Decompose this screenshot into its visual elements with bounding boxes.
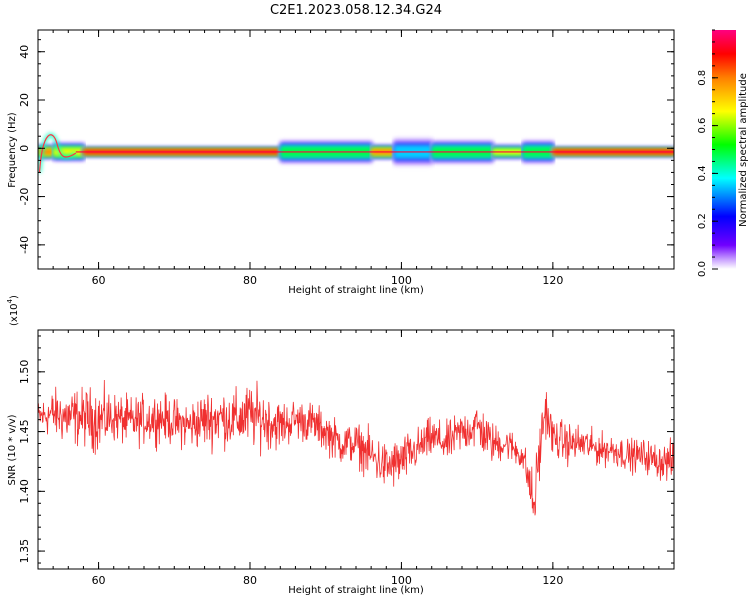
spectrogram-x-tick-label: 100 <box>391 274 412 287</box>
snr-y-tick-label: 1.35 <box>18 539 31 564</box>
spectrogram-x-tick-label: 120 <box>542 274 563 287</box>
spectrum-band-segment-0-layer-6 <box>38 149 55 155</box>
snr-multiplier-base: (x10 <box>9 303 20 326</box>
colorbar-ticks: 0.0 0.2 0.4 0.6 0.8 <box>697 29 718 277</box>
snr-y-ticks: 1.35 1.40 1.45 1.50 <box>18 335 674 564</box>
colorbar-tick-label: 0.6 <box>697 118 708 134</box>
colorbar-tick-label: 0.2 <box>697 213 708 229</box>
snr-x-tick-label: 80 <box>243 574 257 587</box>
colorbar-tick-label: 0.8 <box>697 70 708 86</box>
snr-y-tick-label: 1.45 <box>18 419 31 444</box>
colorbar-gradient <box>712 30 736 269</box>
snr-x-tick-label: 120 <box>542 574 563 587</box>
snr-y-tick-label: 1.50 <box>18 360 31 385</box>
spectrogram-y-tick-label: 0 <box>18 145 31 152</box>
colorbar: 0.0 0.2 0.4 0.6 0.8 Normalized spectral ampl… <box>697 29 749 277</box>
snr-x-ticks: 60 80 100 120 <box>37 330 675 587</box>
snr-y-axis-label: SNR (10 * v/v) <box>7 414 18 485</box>
snr-plot-area <box>38 380 674 516</box>
snr-multiplier-exponent: 4 <box>6 298 14 303</box>
colorbar-tick-label: 0.4 <box>697 165 708 181</box>
spectrogram-x-tick-label: 60 <box>92 274 106 287</box>
spectrogram-panel: 60 80 100 120 -40 -20 0 20 40 Height of straigh… <box>7 29 675 296</box>
snr-y-multiplier: (x104) <box>6 295 20 326</box>
spectrogram-y-tick-label: -40 <box>18 236 31 254</box>
snr-multiplier-close: ) <box>9 295 20 299</box>
spectrogram-x-ticks: 60 80 100 120 <box>37 30 675 287</box>
snr-y-tick-label: 1.40 <box>18 479 31 504</box>
spectrogram-x-axis-label: Height of straight line (km) <box>288 285 424 296</box>
spectrogram-y-axis-label: Frequency (Hz) <box>7 112 18 188</box>
spectrogram-y-tick-label: 20 <box>18 93 31 107</box>
colorbar-label: Normalized spectral amplitude <box>738 73 749 227</box>
spectrum-transient-core <box>38 134 77 173</box>
spectrogram-y-ticks: -40 -20 0 20 40 <box>18 39 674 270</box>
snr-panel: 60 80 100 120 1.35 1.40 1.45 1.50 Height of st… <box>6 295 675 596</box>
svg-text:(x104): (x104) <box>6 295 20 326</box>
spectrum-band-segment-1-layer-5 <box>53 147 85 156</box>
snr-x-tick-label: 60 <box>92 574 106 587</box>
snr-series-line <box>38 380 674 516</box>
spectrogram-y-tick-label: -20 <box>18 188 31 206</box>
spectrogram-plot-area <box>38 133 674 173</box>
spectrogram-x-tick-label: 80 <box>243 274 257 287</box>
colorbar-tick-label: 0.0 <box>697 261 708 277</box>
spectrogram-y-tick-label: 40 <box>18 45 31 59</box>
snr-x-axis-label: Height of straight line (km) <box>288 585 424 596</box>
figure-title: C2E1.2023.058.12.34.G24 <box>270 3 442 18</box>
snr-x-tick-label: 100 <box>391 574 412 587</box>
snr-frame <box>37 329 675 570</box>
